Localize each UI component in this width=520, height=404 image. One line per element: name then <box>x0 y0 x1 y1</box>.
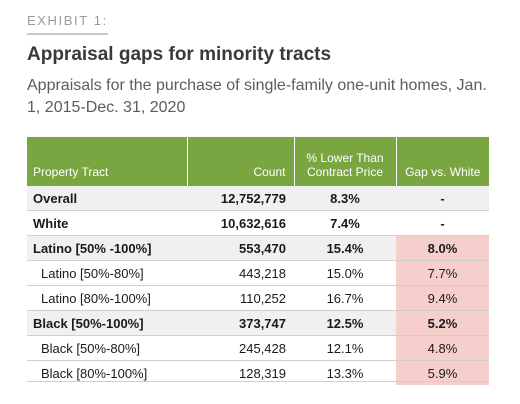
table-row: White 10,632,616 7.4% - <box>27 210 489 236</box>
cell-count: 373,747 <box>187 310 294 336</box>
cell-count: 553,470 <box>187 235 294 261</box>
exhibit-label: EXHIBIT 1: <box>27 13 108 35</box>
cell-gap: - <box>396 186 489 211</box>
cell-gap: 5.2% <box>396 310 489 336</box>
cell-count: 110,252 <box>187 285 294 311</box>
cell-pct: 15.0% <box>294 260 396 286</box>
table-row: Latino [80%-100%] 110,252 16.7% 9.4% <box>27 285 489 311</box>
cell-tract: Black [50%-100%] <box>27 310 187 336</box>
table-row: Latino [50%-80%] 443,218 15.0% 7.7% <box>27 260 489 286</box>
cell-gap: 4.8% <box>396 335 489 361</box>
cell-count: 12,752,779 <box>187 186 294 211</box>
cell-pct: 8.3% <box>294 186 396 211</box>
page-subtitle: Appraisals for the purchase of single-fa… <box>27 77 487 116</box>
appraisal-gap-table: Property Tract Count % Lower Than Contra… <box>27 137 489 385</box>
header-pct-lower: % Lower Than Contract Price <box>293 137 396 186</box>
cell-pct: 15.4% <box>294 235 396 261</box>
header-count: Count <box>186 137 294 186</box>
cell-gap: - <box>396 210 489 236</box>
table-bottom-rule <box>27 381 489 382</box>
header-gap-vs-white: Gap vs. White <box>395 137 489 186</box>
table-row: Latino [50% -100%] 553,470 15.4% 8.0% <box>27 235 489 261</box>
cell-count: 128,319 <box>239 365 286 381</box>
cell-gap: 8.0% <box>396 235 489 261</box>
cell-pct: 12.5% <box>294 310 396 336</box>
cell-count: 245,428 <box>187 335 294 361</box>
header-property-tract: Property Tract <box>27 137 187 186</box>
cell-pct: 7.4% <box>294 210 396 236</box>
cell-gap: 7.7% <box>396 260 489 286</box>
cell-tract: Latino [50%-80%] <box>27 260 187 286</box>
table-row: Black [50%-80%] 245,428 12.1% 4.8% <box>27 335 489 361</box>
cell-tract: White <box>27 210 187 236</box>
cell-tract: Latino [50% -100%] <box>27 235 187 261</box>
cell-pct: 16.7% <box>294 285 396 311</box>
cell-tract: Latino [80%-100%] <box>27 285 187 311</box>
cell-tract: Black [80%-100%] <box>41 365 148 381</box>
cell-count: 10,632,616 <box>187 210 294 236</box>
cell-pct: 13.3% <box>326 365 364 381</box>
cell-pct: 12.1% <box>294 335 396 361</box>
cell-gap: 9.4% <box>396 285 489 311</box>
table-row: Black [50%-100%] 373,747 12.5% 5.2% <box>27 310 489 336</box>
page-title: Appraisal gaps for minority tracts <box>27 44 332 65</box>
cell-tract: Black [50%-80%] <box>27 335 187 361</box>
table-header-row: Property Tract Count % Lower Than Contra… <box>27 137 489 186</box>
cell-tract: Overall <box>27 186 187 211</box>
cell-count: 443,218 <box>187 260 294 286</box>
table-row: Overall 12,752,779 8.3% - <box>27 186 489 211</box>
table-row: Black [80%-100%] 128,319 13.3% 5.9% <box>27 360 489 385</box>
cell-gap: 5.9% <box>396 360 489 385</box>
